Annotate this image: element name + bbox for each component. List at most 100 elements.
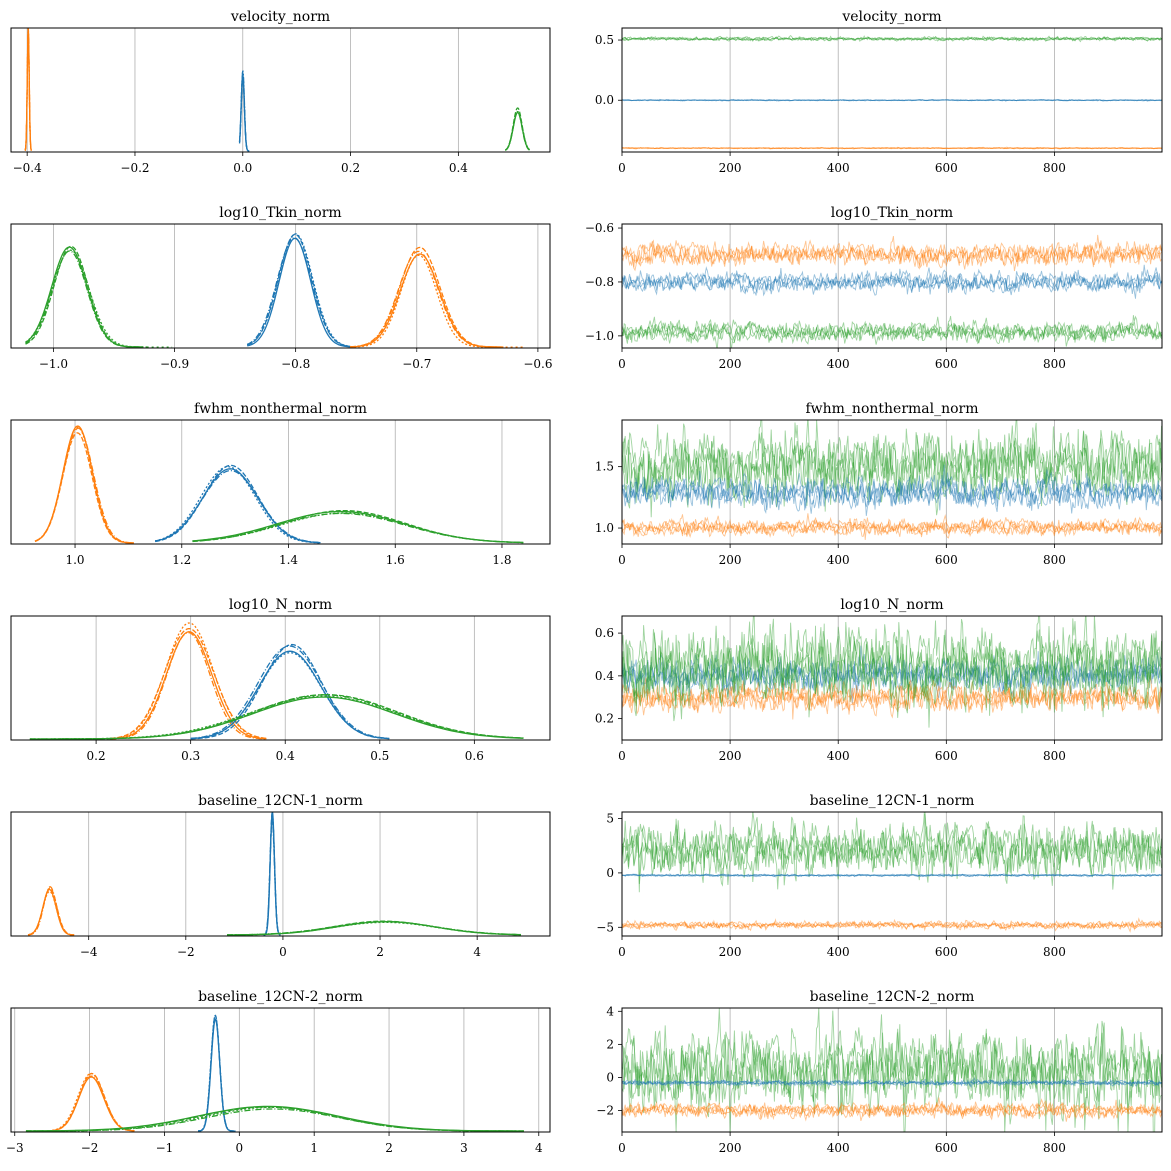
x-tick-label: −1 <box>156 1141 174 1155</box>
trace-line-series-3-chain-1 <box>622 513 1162 538</box>
x-tick-label: −2 <box>81 1141 99 1155</box>
trace-2-title: log10_Tkin_norm <box>831 205 953 221</box>
x-tick-label: −0.7 <box>402 357 431 371</box>
density-3-plot-area <box>34 425 524 544</box>
density-line-series-3-chain-1 <box>192 510 524 544</box>
y-tick-label: 5 <box>606 812 614 826</box>
x-tick-label: 200 <box>719 357 742 371</box>
trace-line-series-1-chain-3 <box>622 420 1162 518</box>
density-5-title: baseline_12CN-1_norm <box>198 793 363 809</box>
trace-line-series-1-chain-3 <box>622 98 1162 102</box>
x-tick-label: 0 <box>618 553 626 567</box>
density-line-series-1-chain-3 <box>246 233 351 347</box>
trace-line-series-3-chain-1 <box>622 919 1162 932</box>
trace-line-series-2-chain-1 <box>622 471 1162 514</box>
trace-line-series-3-chain-4 <box>622 616 1162 722</box>
trace-line-series-1-chain-1 <box>622 315 1162 348</box>
x-tick-label: 800 <box>1043 357 1066 371</box>
trace-line-series-1-chain-2 <box>622 420 1162 512</box>
x-tick-label: 400 <box>827 553 850 567</box>
axes-frame <box>10 223 551 349</box>
density-line-series-3-chain-2 <box>192 509 524 544</box>
density-2-title: log10_Tkin_norm <box>219 205 341 221</box>
density-line-series-3-chain-4 <box>504 111 530 151</box>
density-line-series-2-chain-4 <box>154 469 321 544</box>
x-tick-label: 200 <box>719 1141 742 1155</box>
trace-line-series-3-chain-3 <box>622 1098 1162 1122</box>
trace-line-series-1-chain-2 <box>622 1008 1162 1132</box>
x-tick-label: 200 <box>719 749 742 763</box>
trace-line-series-2-chain-2 <box>622 873 1162 878</box>
trace-line-series-1-chain-1 <box>622 420 1162 508</box>
x-tick-label: 1.4 <box>279 553 298 567</box>
density-line-series-3-chain-1 <box>29 696 524 740</box>
trace-line-series-2-chain-3 <box>622 679 1162 720</box>
trace-line-series-2-chain-1 <box>622 873 1162 878</box>
trace-line-series-3-chain-4 <box>622 234 1162 272</box>
trace-1-panel: 0 200 400 600 800 0.5 0.0 velocity_norm <box>595 9 1163 175</box>
y-tick-label: 0.4 <box>595 669 614 683</box>
density-3-panel: 1.0 1.2 1.4 1.6 1.8 fwhm_nonthermal_norm <box>10 401 551 567</box>
x-tick-label: 600 <box>935 357 958 371</box>
x-tick-label: 800 <box>1043 161 1066 175</box>
x-tick-label: 0.2 <box>87 749 106 763</box>
x-tick-label: 2 <box>385 1141 393 1155</box>
x-tick-label: −1.0 <box>39 357 68 371</box>
density-line-series-1-chain-1 <box>27 888 75 936</box>
density-1-plot-area <box>24 28 530 152</box>
trace-line-series-2-chain-4 <box>622 873 1162 878</box>
trace-line-series-1-chain-1 <box>622 1010 1162 1132</box>
trace-line-series-2-chain-4 <box>622 680 1162 719</box>
trace-line-series-3-chain-2 <box>622 35 1162 43</box>
trace-line-series-2-chain-2 <box>622 146 1162 150</box>
trace-line-series-3-chain-3 <box>622 34 1162 42</box>
density-line-series-3-chain-4 <box>25 250 143 348</box>
x-tick-label: 1.6 <box>386 553 405 567</box>
density-line-series-1-chain-1 <box>52 1076 135 1132</box>
density-line-series-1-chain-2 <box>27 887 75 936</box>
density-line-series-2-chain-4 <box>190 645 390 740</box>
trace-line-series-3-chain-2 <box>622 620 1162 718</box>
x-tick-label: −0.4 <box>13 161 43 175</box>
trace-line-series-2-chain-2 <box>622 267 1162 299</box>
y-tick-label: 4 <box>606 1004 614 1018</box>
density-line-series-2-chain-3 <box>350 254 494 348</box>
density-4-panel: 0.2 0.3 0.4 0.5 0.6 log10_N_norm <box>10 597 551 763</box>
density-line-series-2-chain-4 <box>263 819 281 936</box>
trace-4-title: log10_N_norm <box>840 597 943 613</box>
trace-line-series-1-chain-2 <box>622 645 1162 698</box>
density-2-panel: −1.0 −0.9 −0.8 −0.7 −0.6 log10_Tkin_norm <box>10 205 552 371</box>
trace-5-plot-area <box>622 812 1162 933</box>
trace-line-series-2-chain-3 <box>622 146 1162 150</box>
trace-line-series-2-chain-2 <box>622 1079 1162 1089</box>
density-6-panel: −3 −2 −1 0 1 2 3 4 baseline_12CN-2_norm <box>6 989 551 1155</box>
x-tick-label: −0.2 <box>120 161 149 175</box>
trace-3-title: fwhm_nonthermal_norm <box>805 401 978 417</box>
x-tick-label: 0 <box>279 945 287 959</box>
trace-line-series-2-chain-1 <box>622 146 1162 150</box>
density-line-series-1-chain-4 <box>238 70 250 152</box>
trace-line-series-2-chain-3 <box>622 1078 1162 1087</box>
trace-line-series-1-chain-4 <box>622 654 1162 699</box>
x-tick-label: 3 <box>460 1141 468 1155</box>
trace-line-series-2-chain-1 <box>622 264 1162 297</box>
y-tick-label: −0.6 <box>585 221 614 235</box>
x-tick-label: 0 <box>618 357 626 371</box>
trace-line-series-3-chain-2 <box>622 1100 1162 1122</box>
y-tick-label: 0.0 <box>595 93 614 107</box>
trace-1-plot-area <box>622 34 1162 150</box>
x-tick-label: 0.5 <box>370 749 389 763</box>
x-tick-label: 0.2 <box>341 161 360 175</box>
axes-frame <box>621 615 1163 741</box>
x-tick-label: 600 <box>935 945 958 959</box>
density-line-series-3-chain-1 <box>504 111 530 151</box>
axes-frame <box>621 27 1163 153</box>
trace-line-series-3-chain-1 <box>622 616 1162 720</box>
trace-line-series-1-chain-1 <box>622 98 1162 102</box>
density-line-series-2-chain-1 <box>190 650 390 740</box>
density-line-series-3-chain-4 <box>192 512 524 544</box>
density-line-series-1-chain-4 <box>34 427 134 544</box>
x-tick-label: 400 <box>827 161 850 175</box>
density-line-series-2-chain-3 <box>154 466 321 544</box>
density-line-series-3-chain-3 <box>25 249 148 348</box>
